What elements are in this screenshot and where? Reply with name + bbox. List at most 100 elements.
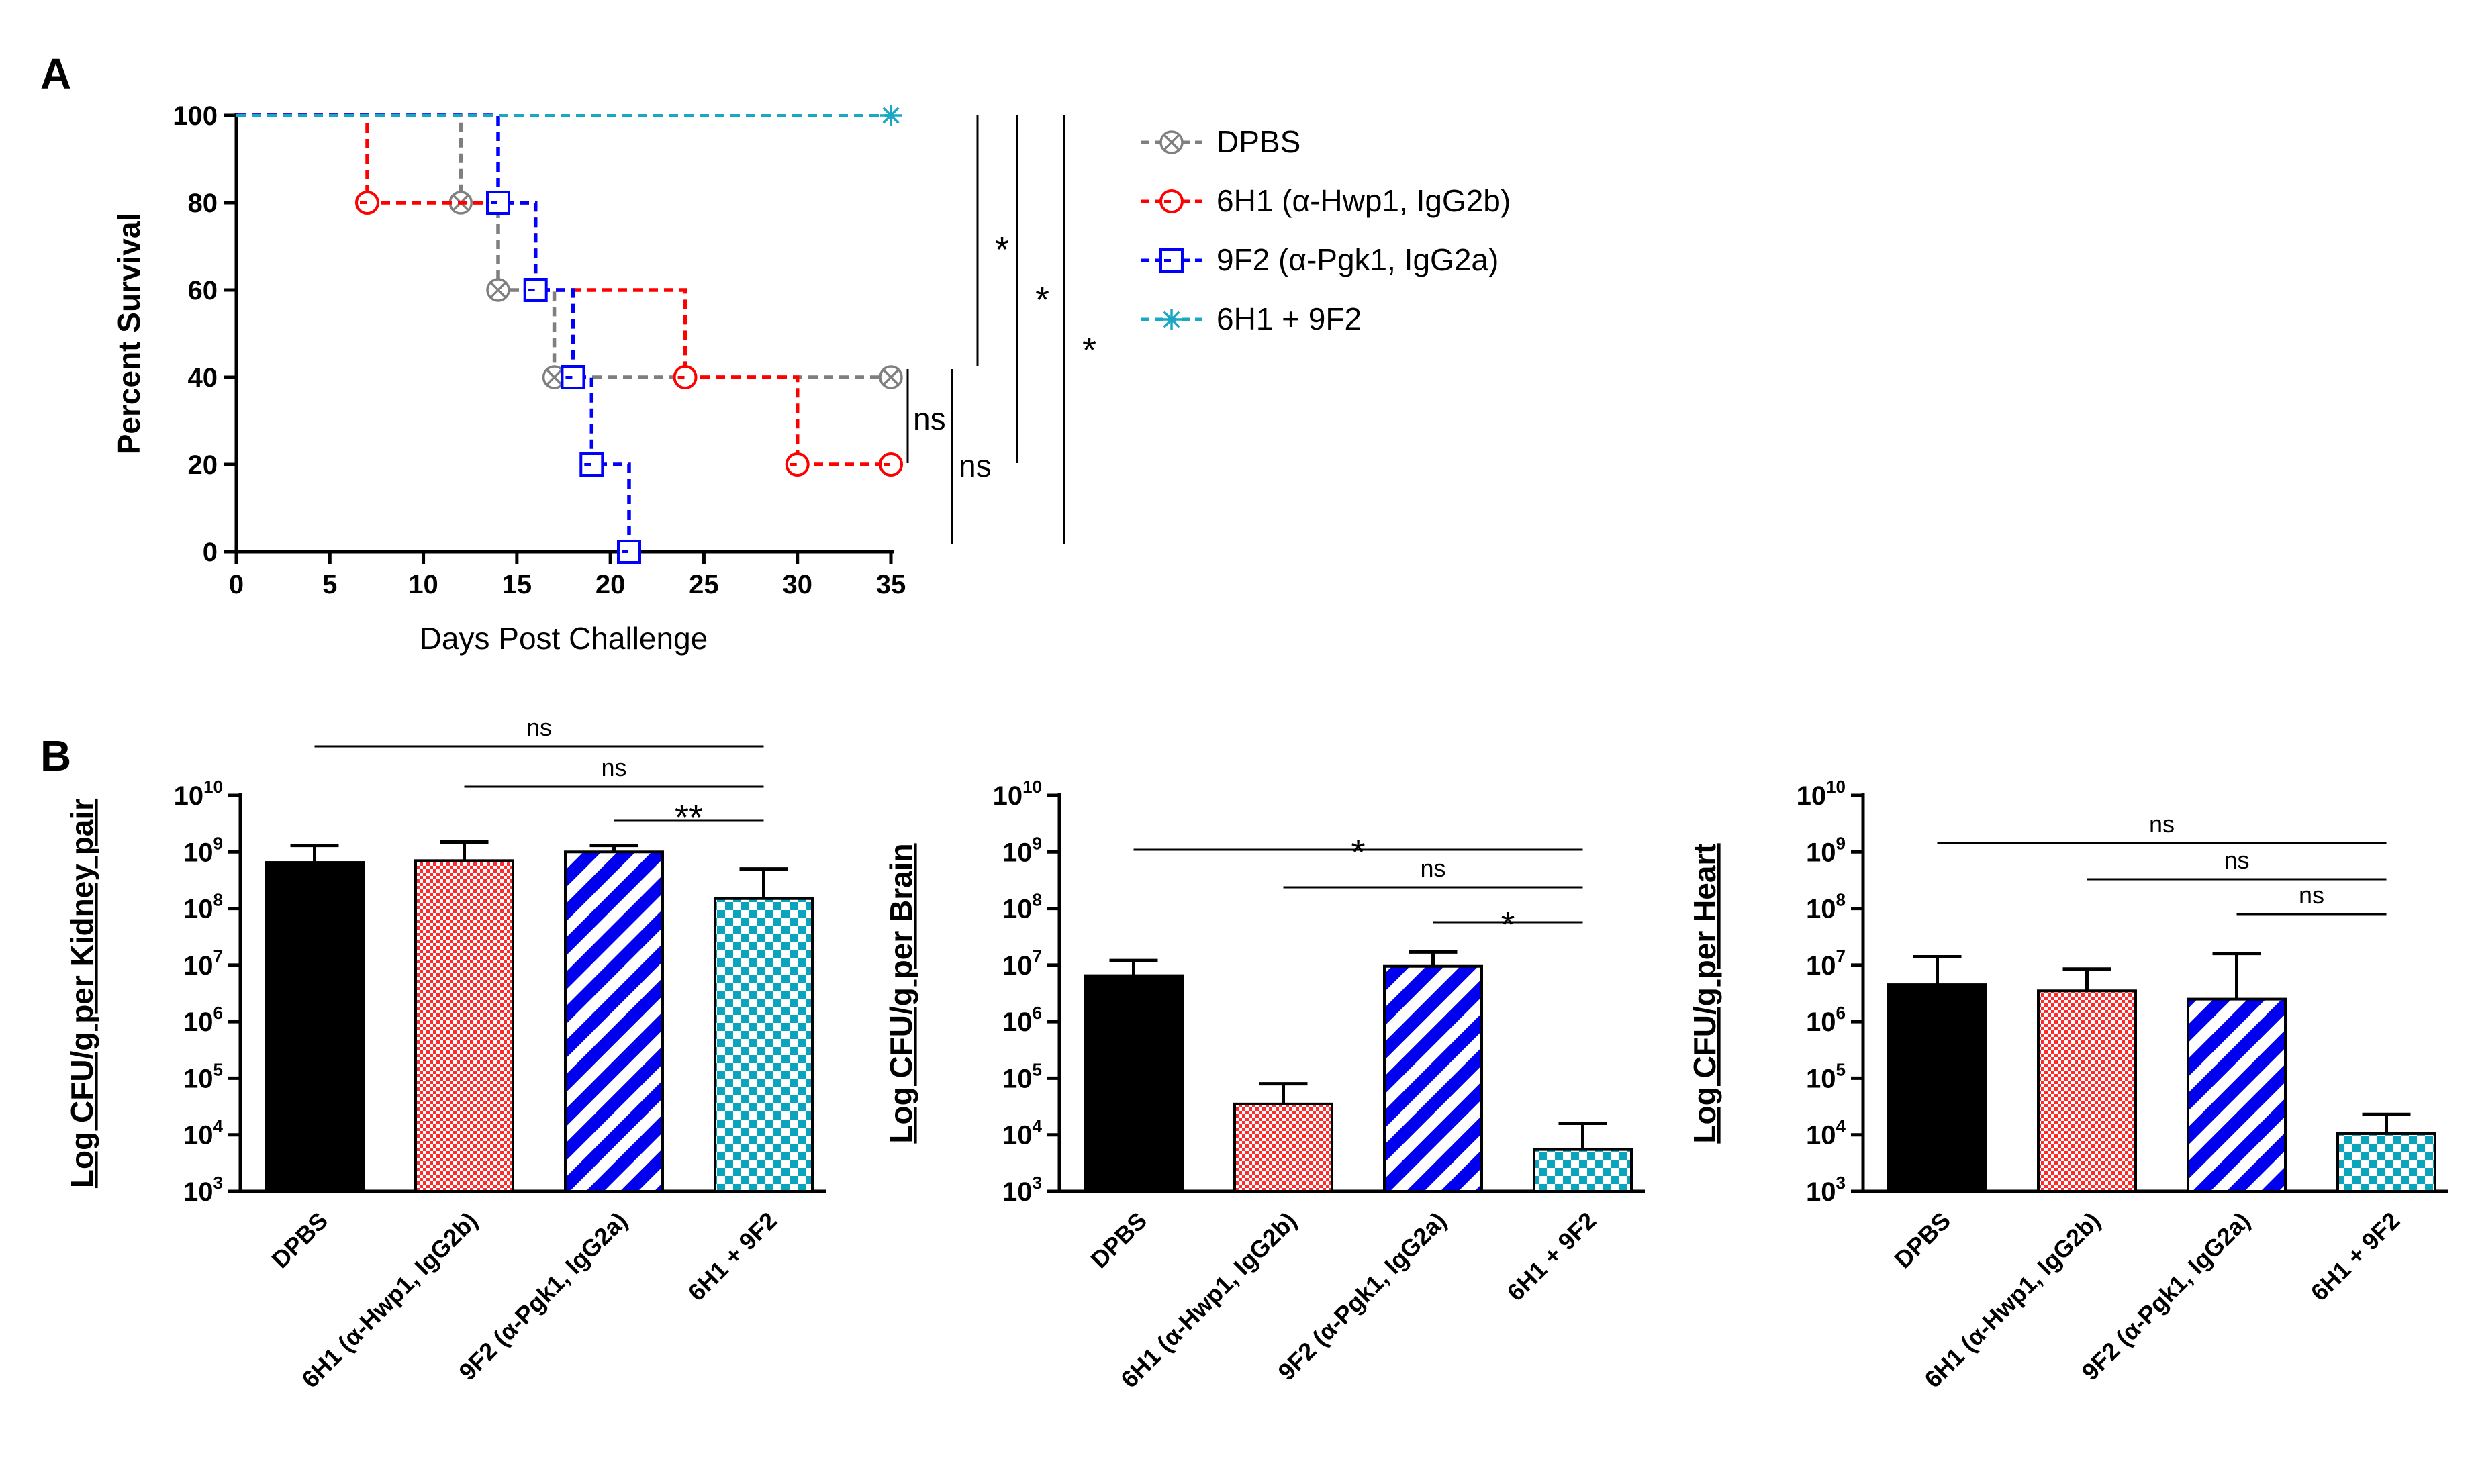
bar-9f2-pgk1-igg2a [2187,997,2287,1193]
bar-6h1-hwp1-igg2b [1233,1102,1333,1193]
y-tick-label: 109 [183,833,223,867]
y-axis-title: Percent Survival [111,213,146,455]
y-tick-label: 108 [183,890,223,924]
y-tick-label: 60 [188,276,218,305]
significance-label: * [1351,832,1365,873]
survival-legend: DPBS 6H1 (α-Hwp1, IgG2b) 9F2 (α-Pgk1, IgG2… [1141,124,1511,336]
y-tick-label: 106 [1002,1003,1042,1037]
significance-label: * [995,230,1009,270]
marker-cross [1163,134,1180,151]
y-tick-label: 103 [1002,1173,1042,1207]
y-tick-label: 1010 [1797,777,1846,811]
x-tick-label: DPBS [1889,1207,1956,1274]
marker-circle-minus [785,452,810,477]
series-6h1-9f2 [236,105,902,126]
significance-label: ns [913,401,946,436]
significance-label: ** [675,797,703,838]
y-axis-title: Log CFU/g per Heart [1687,843,1722,1143]
x-tick-label: 9F2 (α-Pgk1, IgG2a) [453,1207,632,1386]
y-tick-label: 20 [188,450,218,480]
y-tick-label: 104 [183,1116,224,1150]
bar-6h1-hwp1-igg2b [414,859,514,1193]
y-tick-label: 105 [183,1059,223,1093]
heart-bar-chart: 103 104 105 106 107 108 109 1010 Log CFU/g per H… [1687,777,2448,1393]
x-tick-label: 20 [596,570,626,599]
y-tick-label: 104 [1806,1116,1846,1150]
legend-item: DPBS [1141,124,1300,159]
y-tick-label: 106 [1806,1003,1846,1037]
series-6h1-hwp1-igg2b [236,113,903,477]
marker-cross [546,368,563,386]
series-9f2-pgk1-igg2a [236,113,641,564]
y-tick-label: 108 [1002,890,1042,924]
x-tick-label: 9F2 (α-Pgk1, IgG2a) [2076,1207,2255,1386]
y-tick-label: 0 [203,538,218,567]
legend-label: DPBS [1217,124,1300,159]
x-tick-label: 5 [322,570,337,599]
y-tick-label: 108 [1806,890,1846,924]
legend-label: 9F2 (α-Pgk1, IgG2a) [1217,242,1498,277]
significance-label: * [1501,905,1515,945]
kidney-bar-chart: 103 104 105 106 107 108 109 1010 Log CFU/g per K… [64,713,826,1393]
marker-circle-minus [673,365,698,389]
y-tick-label: 100 [173,101,218,131]
bar-9f2-pgk1-igg2a [564,850,664,1193]
significance-label: * [1035,280,1049,320]
bar-6h1-hwp1-igg2b [2037,989,2137,1193]
significance-label: ns [2224,846,2249,874]
bar-9f2-pgk1-igg2a [1383,964,1483,1193]
survival-chart: 0 20 40 60 80 100 0 5 10 15 20 25 30 35 Days Post Chal… [111,101,906,656]
y-tick-label: 105 [1002,1059,1042,1093]
y-axis-title: Log CFU/g per Kidney pair [64,799,99,1188]
significance-label: ns [1420,854,1445,882]
marker-asterisk [880,105,902,126]
y-tick-label: 106 [183,1003,223,1037]
significance-label: * [1082,330,1096,370]
x-tick-label: 15 [502,570,532,599]
brain-bar-chart: 103 104 105 106 107 108 109 1010 Log CFU/g per B… [884,777,1645,1393]
bar-dpbs [265,861,365,1193]
y-tick-label: 1010 [174,777,223,811]
legend-item: 6H1 + 9F2 [1141,301,1362,336]
y-tick-label: 107 [1002,946,1042,981]
x-tick-label: 30 [782,570,812,599]
significance-label: ns [601,754,626,781]
marker-square-minus [617,540,641,564]
marker-cross [882,368,900,386]
marker-square-minus [523,278,548,302]
y-tick-label: 107 [1806,946,1846,981]
survival-line [236,113,891,379]
legend-label: 6H1 + 9F2 [1217,301,1362,336]
bar-6h1-9f2 [2336,1132,2436,1193]
y-tick-label: 40 [188,363,218,393]
legend-item: 6H1 (α-Hwp1, IgG2b) [1141,183,1511,218]
marker-square-minus [486,191,510,215]
survival-line [236,113,891,466]
panel-a-label: A [40,50,71,98]
marker-square-minus [1159,248,1184,273]
x-tick-label: 6H1 + 9F2 [683,1207,783,1307]
y-tick-label: 103 [1806,1173,1846,1207]
legend-item: 9F2 (α-Pgk1, IgG2a) [1141,242,1498,277]
bar-6h1-9f2 [714,897,814,1193]
marker-square-minus [561,365,585,389]
bar-dpbs [1084,974,1184,1193]
x-tick-label: 6H1 + 9F2 [1502,1207,1602,1307]
significance-label: ns [959,448,992,483]
significance-label: ns [2299,881,2324,909]
y-tick-label: 107 [183,946,223,981]
x-tick-label: DPBS [1085,1207,1152,1274]
x-tick-label: DPBS [266,1207,333,1274]
series-dpbs [236,113,903,389]
marker-circle-minus [355,191,379,215]
panel-b-label: B [40,732,71,780]
y-tick-label: 109 [1002,833,1042,867]
significance-label: ns [526,713,552,741]
significance-label: ns [2149,810,2175,838]
y-tick-label: 105 [1806,1059,1846,1093]
y-tick-label: 80 [188,189,218,218]
x-tick-label: 6H1 + 9F2 [2305,1207,2406,1307]
bar-6h1-9f2 [1533,1148,1633,1193]
x-tick-label: 9F2 (α-Pgk1, IgG2a) [1272,1207,1452,1386]
